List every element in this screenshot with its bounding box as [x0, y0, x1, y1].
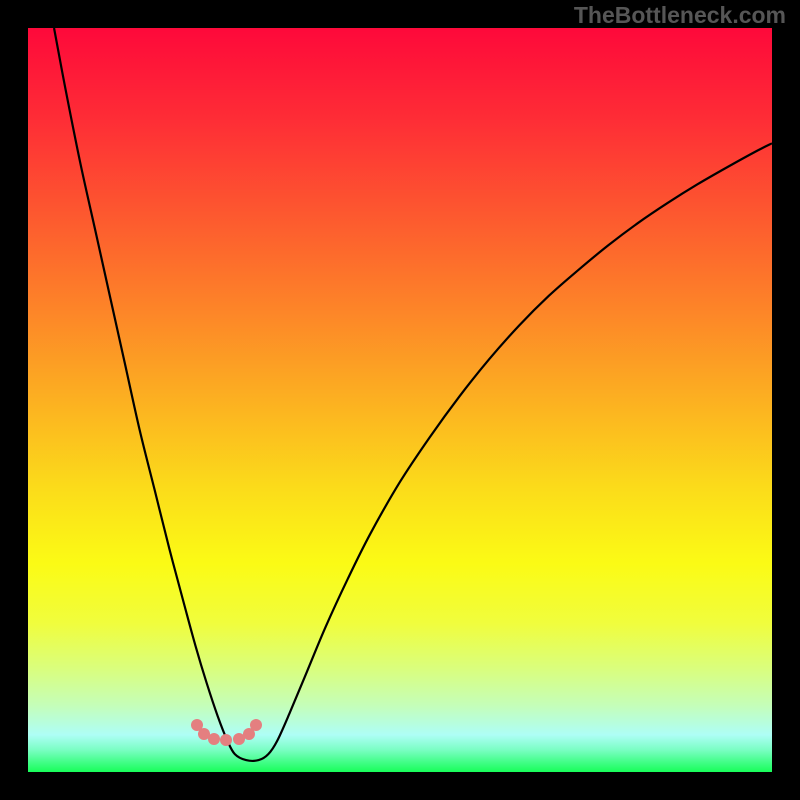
chart-container: TheBottleneck.com	[0, 0, 800, 800]
watermark-text: TheBottleneck.com	[574, 2, 786, 29]
trough-marker-dot	[220, 734, 232, 746]
chart-svg	[28, 28, 772, 772]
trough-marker-dot	[250, 719, 262, 731]
gradient-background	[28, 28, 772, 772]
plot-area	[28, 28, 772, 772]
trough-marker-dot	[208, 733, 220, 745]
